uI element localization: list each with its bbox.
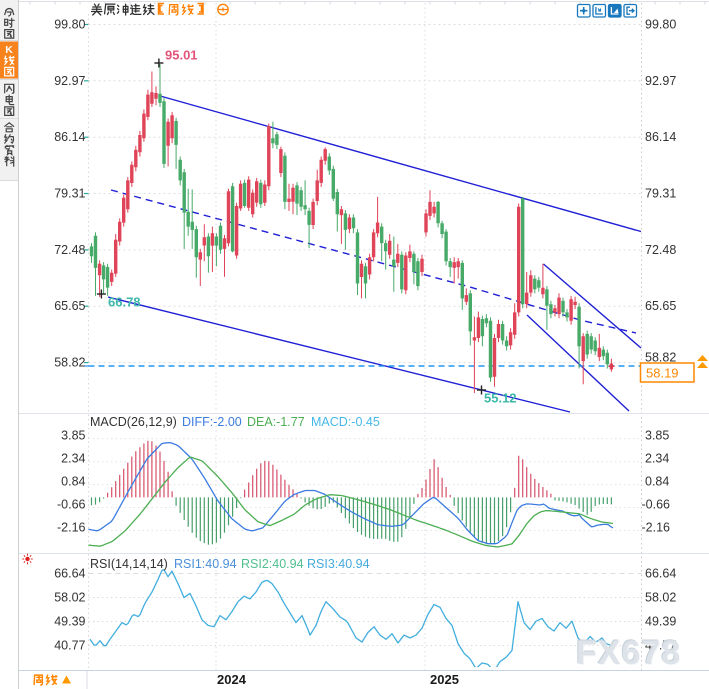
svg-text:40.77: 40.77 <box>54 639 85 653</box>
svg-text:3.85: 3.85 <box>645 429 669 443</box>
svg-text:58.02: 58.02 <box>645 590 676 604</box>
svg-text:DEA:-1.77: DEA:-1.77 <box>247 415 305 429</box>
svg-text:66.78: 66.78 <box>108 295 141 310</box>
svg-text:92.97: 92.97 <box>645 74 676 88</box>
svg-text:49.39: 49.39 <box>54 615 85 629</box>
svg-text:86.14: 86.14 <box>645 130 676 144</box>
svg-text:95.01: 95.01 <box>165 48 198 63</box>
svg-text:58.02: 58.02 <box>54 590 85 604</box>
svg-text:RSI1:40.94: RSI1:40.94 <box>174 557 237 571</box>
svg-text:2024: 2024 <box>217 672 247 687</box>
svg-text:58.19: 58.19 <box>646 366 679 381</box>
svg-text:49.39: 49.39 <box>645 615 676 629</box>
svg-text:-0.66: -0.66 <box>57 497 86 511</box>
svg-text:72.48: 72.48 <box>645 243 676 257</box>
svg-text:66.64: 66.64 <box>54 567 85 581</box>
svg-text:55.12: 55.12 <box>484 391 517 406</box>
svg-text:0.84: 0.84 <box>61 475 85 489</box>
svg-text:0.84: 0.84 <box>645 475 669 489</box>
svg-text:72.48: 72.48 <box>54 243 85 257</box>
svg-text:MACD(26,12,9): MACD(26,12,9) <box>90 415 177 429</box>
svg-text:92.97: 92.97 <box>54 74 85 88</box>
svg-text:99.80: 99.80 <box>54 18 85 32</box>
svg-text:66.64: 66.64 <box>645 567 676 581</box>
svg-text:3.85: 3.85 <box>61 429 85 443</box>
svg-text:-0.66: -0.66 <box>642 497 671 511</box>
svg-text:65.65: 65.65 <box>54 299 85 313</box>
svg-text:RSI(14,14,14): RSI(14,14,14) <box>90 557 168 571</box>
svg-text:2025: 2025 <box>430 672 459 687</box>
svg-text:2.34: 2.34 <box>61 452 85 466</box>
svg-text:RSI2:40.94: RSI2:40.94 <box>241 557 304 571</box>
svg-text:79.31: 79.31 <box>54 187 85 201</box>
svg-text:2.34: 2.34 <box>645 452 669 466</box>
svg-text:65.65: 65.65 <box>645 299 676 313</box>
svg-text:-2.16: -2.16 <box>642 520 671 534</box>
svg-text:99.80: 99.80 <box>645 18 676 32</box>
svg-text:40.77: 40.77 <box>645 639 676 653</box>
svg-text:K: K <box>5 44 13 56</box>
svg-text:DIFF:-2.00: DIFF:-2.00 <box>182 415 242 429</box>
svg-text:58.82: 58.82 <box>645 351 676 365</box>
svg-text:RSI3:40.94: RSI3:40.94 <box>307 557 370 571</box>
svg-text:79.31: 79.31 <box>645 187 676 201</box>
svg-text:MACD:-0.45: MACD:-0.45 <box>311 415 380 429</box>
svg-text:58.82: 58.82 <box>54 356 85 370</box>
svg-text:-2.16: -2.16 <box>57 520 86 534</box>
svg-text:86.14: 86.14 <box>54 130 85 144</box>
